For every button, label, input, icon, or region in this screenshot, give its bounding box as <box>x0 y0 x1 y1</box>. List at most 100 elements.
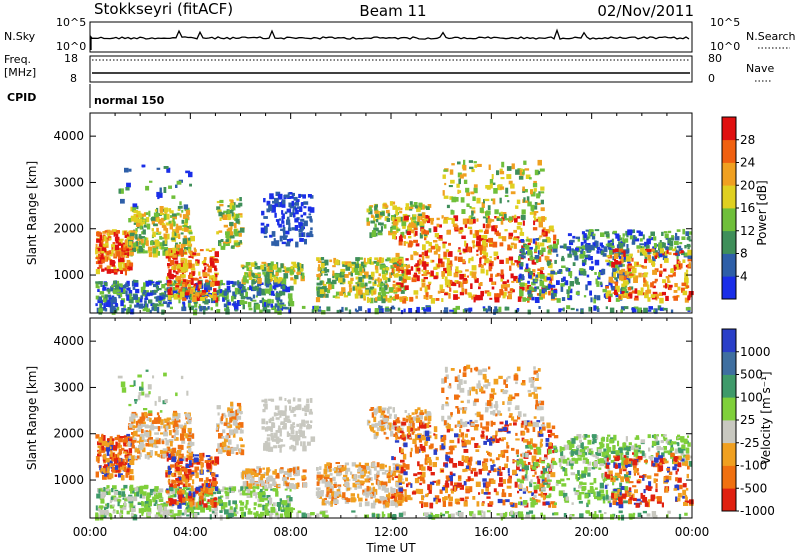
range-gate-cell <box>281 444 286 447</box>
range-gate-cell <box>606 255 610 258</box>
range-gate-cell <box>163 431 168 437</box>
range-gate-cell <box>129 459 135 465</box>
range-gate-cell <box>192 252 197 256</box>
range-gate-cell <box>438 254 441 260</box>
range-gate-cell <box>443 251 447 257</box>
range-gate-cell <box>211 472 216 477</box>
range-gate-cell <box>348 261 352 265</box>
range-gate-cell <box>229 210 233 214</box>
range-gate-cell <box>499 170 505 175</box>
range-gate-cell <box>688 291 694 296</box>
range-gate-cell <box>136 440 141 443</box>
range-gate-cell <box>209 294 215 298</box>
range-gate-cell <box>222 412 226 417</box>
range-gate-cell <box>266 467 270 473</box>
range-gate-cell <box>172 451 177 456</box>
range-gate-cell <box>183 279 187 283</box>
range-gate-cell <box>274 202 279 207</box>
range-gate-cell <box>422 279 425 283</box>
range-gate-cell <box>226 445 230 448</box>
range-gate-cell <box>378 273 381 277</box>
range-gate-cell <box>668 274 673 278</box>
range-gate-cell <box>371 290 374 296</box>
range-gate-cell <box>252 286 257 291</box>
range-gate-cell <box>559 245 564 249</box>
range-gate-cell <box>190 288 194 294</box>
range-gate-cell <box>123 437 128 440</box>
range-gate-cell <box>124 240 128 247</box>
range-gate-cell <box>224 509 229 515</box>
range-gate-cell <box>144 239 147 245</box>
range-gate-cell <box>159 493 162 499</box>
range-gate-cell <box>123 304 126 308</box>
range-gate-cell <box>668 252 672 255</box>
range-gate-cell <box>270 261 274 266</box>
range-gate-cell <box>572 262 576 266</box>
range-gate-cell <box>491 174 494 180</box>
range-gate-cell <box>303 474 306 479</box>
range-gate-cell <box>168 498 173 504</box>
range-gate-cell <box>170 514 175 518</box>
range-gate-cell <box>303 206 307 209</box>
range-gate-cell <box>459 283 463 288</box>
range-gate-cell <box>110 444 116 451</box>
range-gate-cell <box>115 289 121 292</box>
range-gate-cell <box>628 293 633 299</box>
range-gate-cell <box>179 467 184 471</box>
range-gate-cell <box>301 475 305 479</box>
range-gate-cell <box>348 272 353 276</box>
range-gate-cell <box>512 289 515 293</box>
range-gate-cell <box>274 488 279 492</box>
range-gate-cell <box>188 274 191 279</box>
range-gate-cell <box>567 233 572 237</box>
range-gate-cell <box>101 252 104 258</box>
range-gate-cell <box>198 284 202 289</box>
range-gate-cell <box>461 235 466 239</box>
range-gate-cell <box>289 195 294 199</box>
range-gate-cell <box>467 226 473 230</box>
range-gate-cell <box>487 218 492 224</box>
range-gate-cell <box>218 286 221 290</box>
range-gate-cell <box>205 492 210 497</box>
range-gate-cell <box>139 446 144 450</box>
range-gate-cell <box>583 239 587 244</box>
range-gate-cell <box>152 245 157 249</box>
range-gate-cell <box>525 297 530 301</box>
range-gate-cell <box>144 501 150 507</box>
nsearch-tick-top: 10^5 <box>710 16 740 29</box>
range-gate-cell <box>151 422 154 427</box>
range-gate-cell <box>204 266 207 271</box>
range-gate-cell <box>234 415 238 421</box>
range-gate-cell <box>324 273 328 276</box>
range-gate-cell <box>659 240 662 243</box>
range-gate-cell <box>227 205 230 208</box>
range-gate-cell <box>122 451 127 454</box>
range-gate-cell <box>280 291 286 296</box>
range-gate-cell <box>140 222 146 225</box>
range-gate-cell <box>141 213 145 217</box>
range-gate-cell <box>366 221 370 226</box>
range-gate-cell <box>364 264 367 268</box>
range-gate-cell <box>382 295 387 299</box>
range-gate-cell <box>479 295 483 301</box>
range-gate-cell <box>101 299 104 306</box>
range-gate-cell <box>179 201 182 205</box>
range-gate-cell <box>383 284 388 291</box>
range-gate-cell <box>185 458 188 462</box>
range-gate-cell <box>283 474 286 479</box>
range-gate-cell <box>628 273 634 276</box>
range-gate-cell <box>125 459 129 463</box>
range-gate-cell <box>226 229 231 232</box>
range-gate-cell <box>120 270 123 274</box>
range-gate-cell <box>162 250 166 256</box>
range-gate-cell <box>453 215 459 222</box>
range-gate-cell <box>229 203 233 210</box>
range-gate-cell <box>441 289 445 292</box>
range-gate-cell <box>222 486 226 490</box>
range-gate-cell <box>119 444 122 448</box>
range-gate-cell <box>292 467 296 473</box>
range-gate-cell <box>177 450 182 456</box>
range-gate-cell <box>238 233 242 237</box>
range-gate-cell <box>524 269 529 272</box>
range-gate-cell <box>195 261 200 266</box>
